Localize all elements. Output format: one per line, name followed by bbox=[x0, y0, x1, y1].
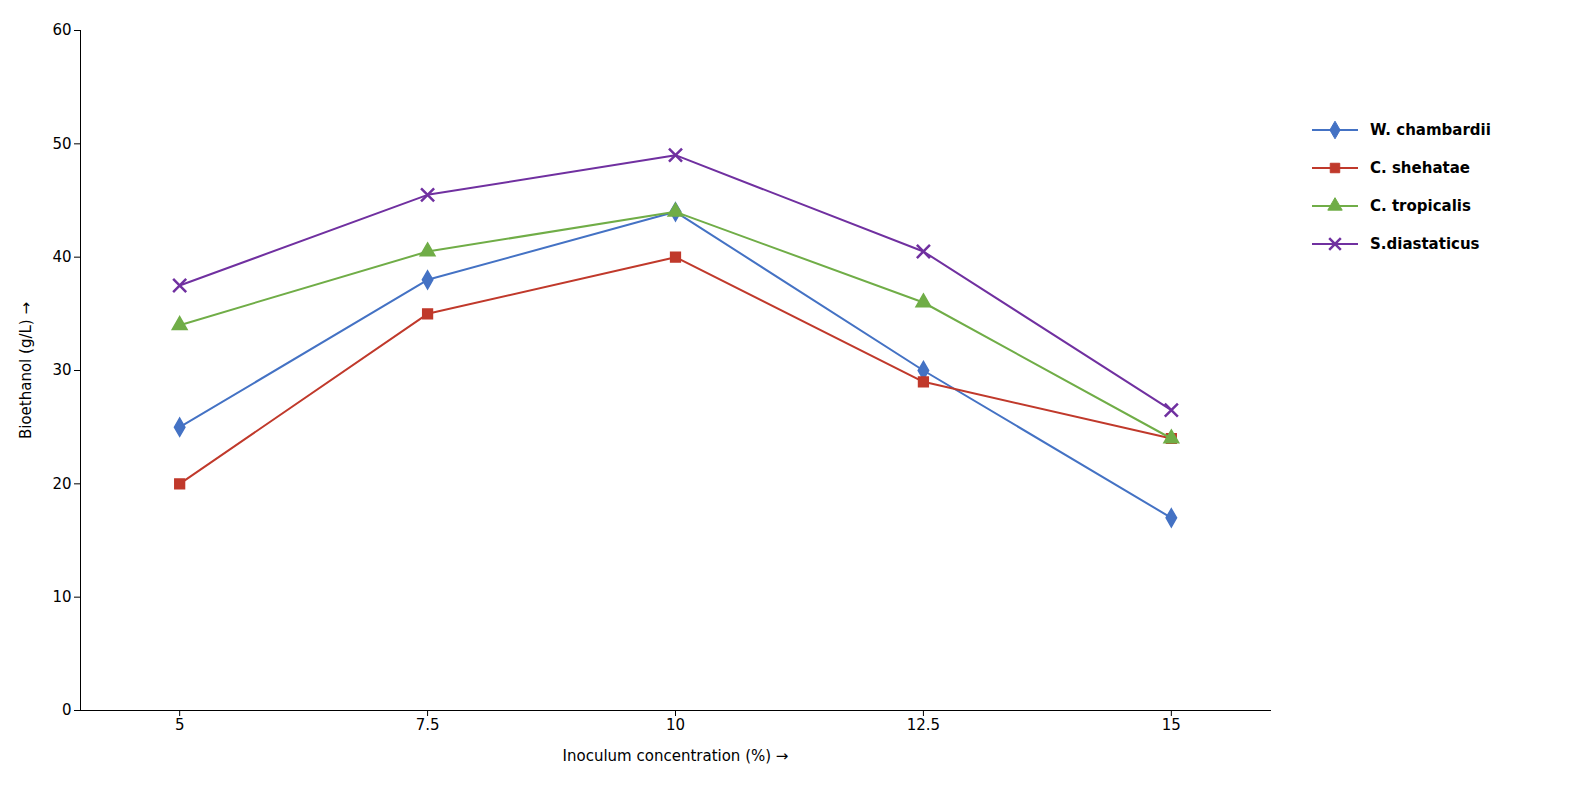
svg-text:Bioethanol (g/L) →: Bioethanol (g/L) → bbox=[17, 302, 35, 439]
svg-text:10: 10 bbox=[666, 716, 685, 734]
svg-text:50: 50 bbox=[52, 135, 71, 153]
html-text:S.diastaticus: S.diastaticus bbox=[1370, 235, 1480, 253]
svg-text:10: 10 bbox=[52, 588, 71, 606]
html-text:W. chambardii: W. chambardii bbox=[1370, 121, 1491, 139]
html-text:C. tropicalis: C. tropicalis bbox=[1370, 197, 1471, 215]
svg-text:12.5: 12.5 bbox=[907, 716, 940, 734]
svg-text:7.5: 7.5 bbox=[416, 716, 440, 734]
svg-text:20: 20 bbox=[52, 475, 71, 493]
svg-text:30: 30 bbox=[52, 361, 71, 379]
svg-text:5: 5 bbox=[175, 716, 185, 734]
svg-text:40: 40 bbox=[52, 248, 71, 266]
svg-text:Inoculum concentration (%) →: Inoculum concentration (%) → bbox=[563, 747, 789, 765]
svg-text:0: 0 bbox=[62, 701, 72, 719]
svg-text:60: 60 bbox=[52, 21, 71, 39]
svg-text:15: 15 bbox=[1162, 716, 1181, 734]
html-text:C. shehatae: C. shehatae bbox=[1370, 159, 1470, 177]
